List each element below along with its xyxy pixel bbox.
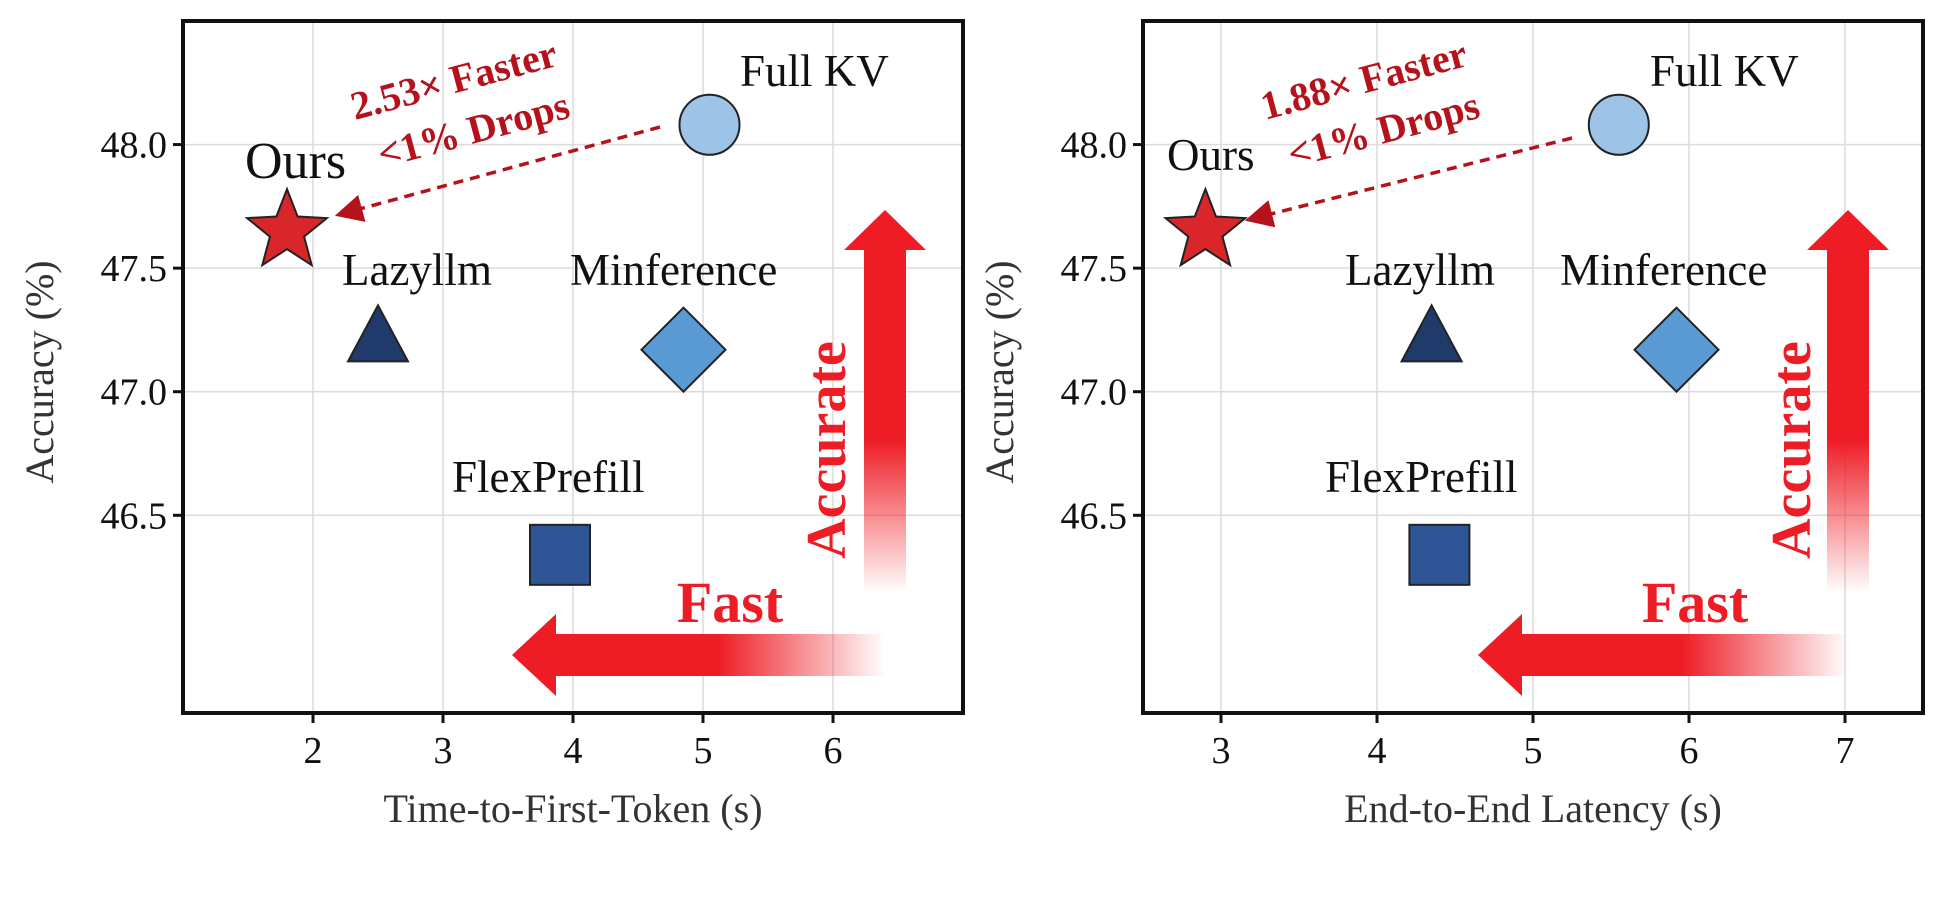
point-full-kv: [678, 93, 741, 156]
y-tick-label: 47.5: [101, 248, 168, 290]
point-label-ours: Ours: [245, 133, 346, 190]
speedup-arrow: [334, 125, 661, 222]
point-lazyllm: [346, 303, 410, 363]
x-tick-label: 5: [1524, 730, 1543, 772]
point-label-flexprefill: FlexPrefill: [1325, 452, 1517, 502]
point-flexprefill: [529, 523, 591, 586]
point-label-minference: Minference: [570, 245, 777, 295]
point-full-kv: [1587, 93, 1650, 156]
point-ours: [244, 186, 330, 268]
point-label-lazyllm: Lazyllm: [1345, 245, 1495, 295]
y-tick-label: 47.0: [101, 372, 168, 414]
y-tick-label: 48.0: [101, 125, 168, 167]
fast-arrow: [512, 614, 885, 696]
x-tick-label: 3: [434, 730, 453, 772]
point-ours: [1162, 186, 1248, 268]
y-tick-label: 46.5: [101, 495, 168, 537]
x-tick-label: 6: [824, 730, 843, 772]
fast-label: Fast: [677, 570, 784, 635]
y-axis-label: Accuracy (%): [977, 260, 1022, 483]
speedup-arrow: [1244, 136, 1573, 228]
x-tick-label: 6: [1680, 730, 1699, 772]
accurate-arrow: [1807, 210, 1889, 593]
point-minference: [640, 306, 727, 394]
point-label-minference: Minference: [1560, 245, 1767, 295]
point-lazyllm: [1399, 303, 1464, 363]
y-tick-label: 47.0: [1061, 372, 1128, 414]
chart-panel-1: 2 3 4 5 6 46.5 47.0 47.5 48.0 Time-to-First-Token…: [17, 19, 965, 831]
point-label-ours: Ours: [1167, 130, 1255, 180]
point-flexprefill: [1408, 523, 1471, 586]
point-minference: [1633, 306, 1720, 394]
x-tick-label: 3: [1212, 730, 1231, 772]
accurate-label: Accurate: [796, 341, 858, 559]
point-label-full-kv: Full KV: [1650, 46, 1799, 96]
x-tick-label: 5: [694, 730, 713, 772]
x-axis-label: Time-to-First-Token (s): [383, 786, 762, 831]
x-axis-label: End-to-End Latency (s): [1344, 786, 1722, 831]
accurate-arrow: [844, 210, 926, 593]
x-tick-label: 4: [1368, 730, 1387, 772]
x-tick-label: 4: [564, 730, 583, 772]
chart-panel-2: 3 4 5 6 7 46.5 47.0 47.5 48.0 End-to-End Latency …: [977, 19, 1925, 831]
fast-label: Fast: [1642, 570, 1749, 635]
y-tick-label: 47.5: [1061, 248, 1128, 290]
accurate-label: Accurate: [1761, 341, 1823, 559]
point-label-flexprefill: FlexPrefill: [452, 452, 644, 502]
fast-arrow: [1478, 614, 1848, 696]
y-tick-label: 46.5: [1061, 495, 1128, 537]
point-label-lazyllm: Lazyllm: [342, 245, 492, 295]
x-tick-label: 7: [1836, 730, 1855, 772]
point-label-full-kv: Full KV: [740, 46, 889, 96]
grid: [1143, 21, 1923, 713]
y-tick-label: 48.0: [1061, 125, 1128, 167]
x-tick-label: 2: [304, 730, 323, 772]
y-axis-label: Accuracy (%): [17, 260, 62, 483]
